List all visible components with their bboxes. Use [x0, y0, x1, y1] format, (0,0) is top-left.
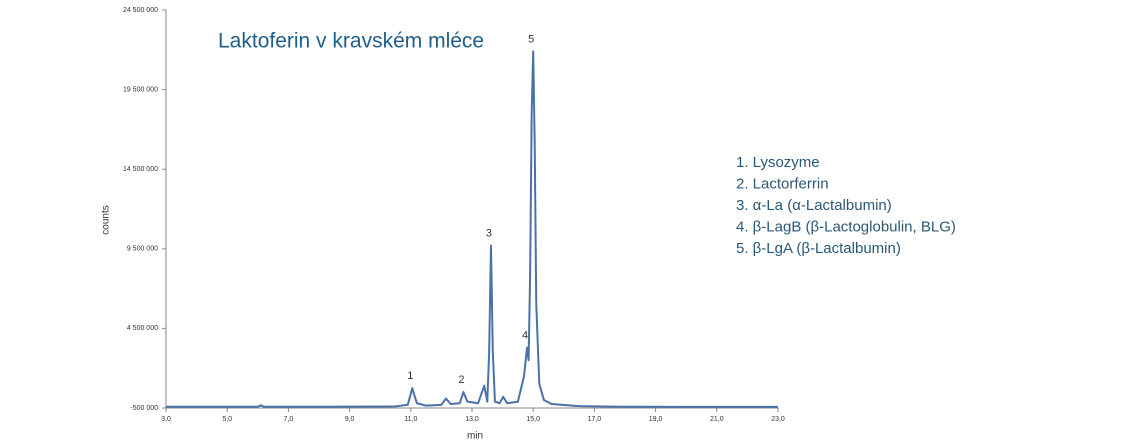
x-tick-label: 11,0 [404, 416, 417, 423]
chart-title: Laktoferin v kravském mléce [218, 30, 484, 53]
x-tick-label: 3,0 [161, 416, 171, 423]
y-tick-label: 4 500 000 [127, 325, 158, 332]
peak-label: 1 [407, 370, 413, 382]
peak-label: 2 [458, 374, 464, 386]
y-tick-label: 24 500 000 [123, 7, 158, 14]
x-tick-label: 21,0 [710, 416, 724, 423]
legend-note: 2. Lactorferrin [736, 175, 829, 192]
x-axis-label: min [467, 431, 483, 442]
chromatogram-line [166, 50, 778, 408]
peak-label: 4 [522, 329, 528, 341]
x-tick-label: 13,0 [465, 416, 479, 423]
x-tick-label: 7,0 [284, 416, 294, 423]
x-tick-label: 9,0 [345, 416, 355, 423]
x-tick-label: 15,0 [526, 416, 540, 423]
y-tick-label: 9 500 000 [127, 246, 158, 253]
legend-note: 1. Lysozyme [736, 154, 820, 171]
x-tick-label: 17,0 [588, 416, 602, 423]
y-tick-label: 19 500 000 [123, 86, 158, 93]
x-tick-label: 5,0 [222, 416, 232, 423]
legend-note: 4. β-LagB (β-Lactoglobulin, BLG) [736, 218, 956, 235]
y-tick-label: 14 500 000 [123, 166, 158, 173]
peak-label: 3 [486, 228, 492, 240]
legend-note: 5. β-LgA (β-Lactalbumin) [736, 240, 901, 257]
y-tick-label: -500 000 [130, 405, 158, 412]
x-tick-label: 23,0 [771, 416, 785, 423]
y-axis-label: counts [101, 205, 112, 234]
x-tick-label: 19,0 [649, 416, 663, 423]
legend-note: 3. α-La (α-Lactalbumin) [736, 197, 892, 214]
peak-label: 5 [528, 33, 534, 45]
